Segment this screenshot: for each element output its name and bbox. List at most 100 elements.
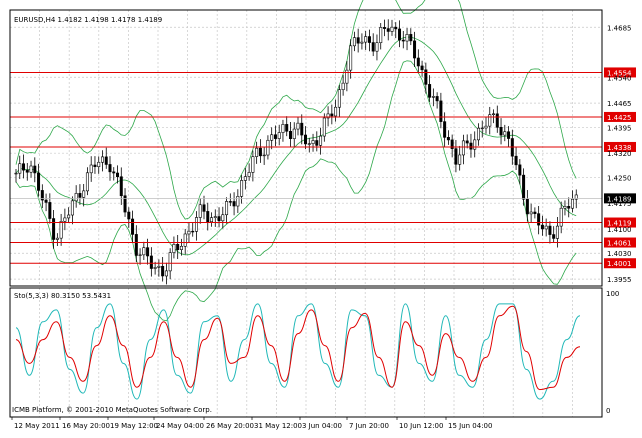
candle-body bbox=[307, 143, 311, 145]
candle-body bbox=[349, 45, 353, 71]
price-tick-label: 1.4540 bbox=[607, 74, 632, 82]
stochastic-main-line bbox=[15, 303, 581, 400]
candle-body bbox=[277, 132, 281, 139]
price-tick-label: 1.4030 bbox=[607, 250, 632, 258]
candle-body bbox=[454, 148, 458, 165]
candle-body bbox=[398, 28, 402, 41]
candle-body bbox=[270, 134, 274, 141]
stochastic-lines bbox=[15, 303, 581, 400]
candle-body bbox=[142, 247, 146, 256]
candle-body bbox=[559, 207, 563, 227]
candle-body bbox=[304, 134, 308, 145]
candle-body bbox=[187, 230, 191, 235]
candle-body bbox=[14, 172, 18, 175]
candle-body bbox=[450, 139, 454, 149]
candle-body bbox=[394, 26, 398, 30]
candle-body bbox=[522, 174, 526, 200]
candle-body bbox=[334, 106, 338, 117]
price-tick-label: 1.3955 bbox=[607, 276, 632, 284]
level-price-tag bbox=[604, 111, 636, 122]
candle-body bbox=[37, 172, 41, 191]
candle-body bbox=[70, 200, 74, 216]
candle-body bbox=[134, 234, 138, 256]
candle-body bbox=[221, 214, 225, 222]
candle-body bbox=[428, 84, 432, 98]
stochastic-signal-line bbox=[15, 305, 581, 391]
candle-body bbox=[326, 113, 330, 119]
candle-body bbox=[266, 139, 270, 156]
candle-body bbox=[236, 196, 240, 207]
candle-body bbox=[112, 171, 116, 174]
candle-body bbox=[281, 124, 285, 133]
candle-body bbox=[570, 198, 574, 209]
candle-body bbox=[44, 199, 48, 203]
candle-body bbox=[157, 265, 161, 268]
candle-body bbox=[507, 131, 511, 139]
candle-body bbox=[210, 217, 214, 223]
candle-body bbox=[251, 156, 255, 173]
candle-body bbox=[258, 147, 262, 157]
candle-body bbox=[55, 237, 59, 240]
candle-body bbox=[405, 34, 409, 42]
candle-body bbox=[495, 113, 499, 128]
candle-body bbox=[131, 218, 135, 235]
candle-body bbox=[390, 26, 394, 32]
candle-body bbox=[548, 225, 552, 235]
level-price-text: 1.4338 bbox=[607, 144, 632, 152]
candle-body bbox=[533, 211, 537, 214]
candle-body bbox=[262, 154, 266, 157]
candle-body bbox=[544, 225, 548, 230]
candle-body bbox=[146, 247, 150, 257]
candle-body bbox=[228, 201, 232, 203]
time-axis-label: 16 May 20:00 bbox=[62, 422, 110, 430]
candle-body bbox=[52, 218, 56, 240]
candle-body bbox=[247, 172, 251, 177]
candle-body bbox=[108, 164, 112, 173]
candle-body bbox=[567, 205, 571, 209]
candle-body bbox=[439, 100, 443, 122]
candle-body bbox=[476, 127, 480, 141]
price-tick-label: 1.4395 bbox=[607, 124, 632, 132]
candle-body bbox=[63, 217, 67, 222]
level-price-tag bbox=[604, 258, 636, 269]
candle-body bbox=[100, 156, 104, 163]
candle-body bbox=[525, 198, 529, 215]
level-price-text: 1.4061 bbox=[607, 240, 632, 248]
candle-body bbox=[206, 211, 210, 223]
candle-body bbox=[555, 225, 559, 239]
candle-body bbox=[33, 165, 37, 174]
candle-body bbox=[371, 42, 375, 52]
price-tick-label: 1.4685 bbox=[607, 24, 632, 32]
price-candles bbox=[14, 19, 578, 285]
candle-body bbox=[540, 224, 544, 230]
candle-body bbox=[443, 121, 447, 138]
candle-body bbox=[574, 194, 578, 200]
candle-body bbox=[563, 205, 567, 209]
candle-body bbox=[198, 204, 202, 218]
candle-body bbox=[446, 137, 450, 141]
candle-body bbox=[537, 213, 541, 226]
price-pane-frame bbox=[9, 9, 603, 287]
candle-body bbox=[499, 127, 503, 136]
candle-body bbox=[424, 69, 428, 85]
candle-body bbox=[243, 176, 247, 181]
candle-body bbox=[465, 140, 469, 144]
stoch-axis-100: 100 bbox=[606, 290, 619, 298]
level-price-text: 1.4425 bbox=[607, 114, 632, 122]
time-axis-label: 31 May 12:00 bbox=[254, 422, 302, 430]
candle-body bbox=[337, 89, 341, 108]
candle-body bbox=[232, 201, 236, 207]
candle-body bbox=[292, 128, 296, 139]
candle-body bbox=[413, 40, 417, 59]
bollinger-bands bbox=[15, 0, 577, 322]
candle-body bbox=[416, 57, 420, 67]
candle-body bbox=[431, 96, 435, 98]
candle-body bbox=[22, 163, 26, 171]
indicator-title: Sto(5,3,3) 80.3150 53.5431 bbox=[14, 292, 111, 300]
candle-body bbox=[330, 113, 334, 117]
candle-body bbox=[29, 165, 33, 173]
candle-body bbox=[127, 211, 131, 220]
candle-body bbox=[484, 125, 488, 129]
